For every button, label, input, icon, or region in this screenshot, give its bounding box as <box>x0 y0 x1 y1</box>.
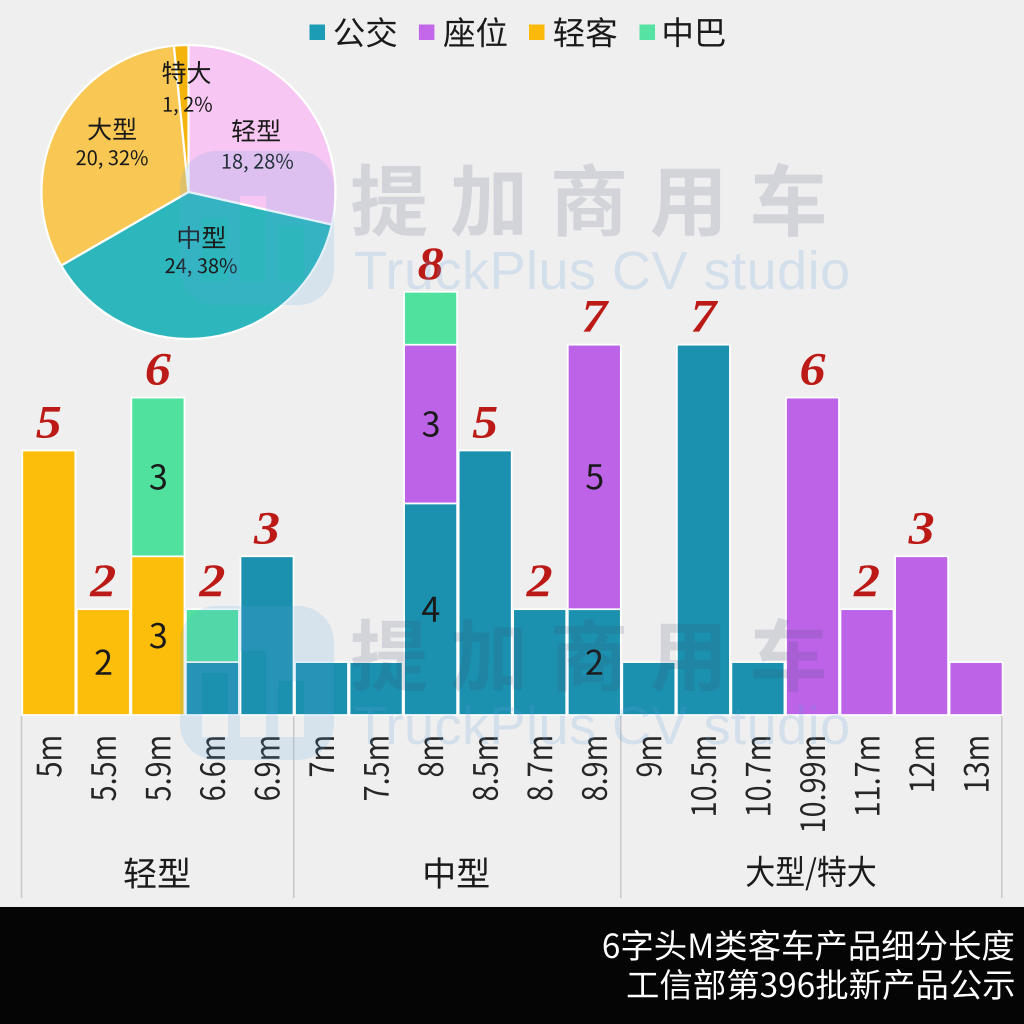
svg-text:2: 2 <box>198 555 225 607</box>
svg-text:6: 6 <box>145 344 172 396</box>
svg-text:3: 3 <box>253 502 280 554</box>
svg-text:2: 2 <box>526 555 553 607</box>
svg-text:3: 3 <box>907 502 934 554</box>
svg-text:5: 5 <box>472 397 498 449</box>
svg-text:2: 2 <box>853 555 880 607</box>
svg-text:2: 2 <box>89 555 116 607</box>
svg-text:5: 5 <box>36 397 62 449</box>
svg-text:6: 6 <box>800 344 827 396</box>
